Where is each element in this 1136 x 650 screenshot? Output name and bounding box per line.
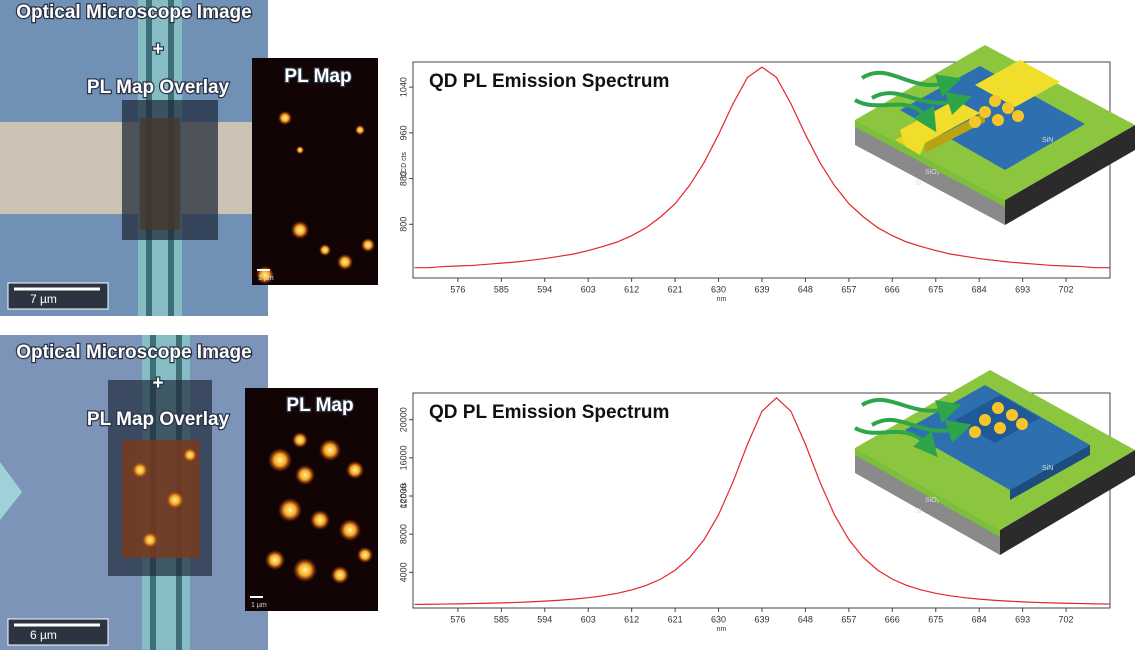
x-tick-label: 684 — [972, 284, 987, 294]
microscope-image: 7 µm Optical Microscope Image + PL Map O… — [0, 0, 268, 316]
plus-sign: + — [152, 373, 163, 394]
x-tick-label: 585 — [494, 614, 509, 624]
pl-scale-bar: 1 µm — [258, 275, 274, 282]
y-tick-label: 20000 — [398, 407, 408, 432]
x-tick-label: 621 — [668, 284, 683, 294]
layer-label: SiO₂ — [925, 169, 940, 176]
x-tick-label: 657 — [841, 284, 856, 294]
x-tick-label: 612 — [624, 614, 639, 624]
y-tick-label: 1040 — [398, 77, 408, 97]
x-tick-label: 639 — [754, 614, 769, 624]
y-axis-label: CCD cts — [401, 482, 408, 509]
device-illustration: SiO₂ Si SiN — [854, 370, 1135, 555]
pl-map: PL Map 1 µm — [252, 58, 378, 285]
y-tick-label: 960 — [398, 125, 408, 140]
row-2: 6 µm Optical Microscope Image + PL Map O… — [0, 335, 378, 650]
microscope-title: Optical Microscope Image — [16, 2, 251, 23]
x-tick-label: 585 — [494, 284, 509, 294]
overlay-subtitle: PL Map Overlay — [87, 409, 230, 430]
y-tick-label: 4000 — [398, 562, 408, 582]
pl-map-title: PL Map — [286, 395, 353, 416]
plus-sign: + — [152, 39, 163, 60]
scale-bar-label: 7 µm — [30, 292, 57, 306]
pl-map-title: PL Map — [284, 66, 351, 87]
microscope-title: Optical Microscope Image — [16, 342, 251, 363]
x-tick-label: 693 — [1015, 614, 1030, 624]
x-tick-label: 603 — [581, 614, 596, 624]
x-tick-label: 666 — [885, 284, 900, 294]
x-tick-label: 603 — [581, 284, 596, 294]
y-tick-label: 16000 — [398, 445, 408, 470]
spectrum-line — [414, 66, 1110, 269]
x-tick-label: 666 — [885, 614, 900, 624]
layer-label: SiO₂ — [925, 497, 940, 504]
x-tick-label: 702 — [1059, 614, 1074, 624]
x-tick-label: 702 — [1059, 284, 1074, 294]
spectrum-line — [414, 396, 1110, 606]
x-axis-label: nm — [717, 296, 727, 303]
x-tick-label: 612 — [624, 284, 639, 294]
x-tick-label: 684 — [972, 614, 987, 624]
layer-label: SiN — [1042, 137, 1053, 144]
layer-label: SiN — [1042, 465, 1053, 472]
x-tick-label: 648 — [798, 614, 813, 624]
x-tick-label: 675 — [928, 614, 943, 624]
y-tick-label: 800 — [398, 217, 408, 232]
x-axis-label: nm — [717, 626, 727, 633]
pl-scale-bar: 1 µm — [251, 602, 267, 609]
row-1: 7 µm Optical Microscope Image + PL Map O… — [0, 0, 378, 316]
x-tick-label: 630 — [711, 614, 726, 624]
x-tick-label: 576 — [450, 614, 465, 624]
x-tick-label: 576 — [450, 284, 465, 294]
pl-map: PL Map 1 µm — [245, 388, 378, 611]
y-tick-label: 8000 — [398, 524, 408, 544]
x-tick-label: 621 — [668, 614, 683, 624]
x-tick-label: 594 — [537, 614, 552, 624]
x-tick-label: 693 — [1015, 284, 1030, 294]
x-tick-label: 648 — [798, 284, 813, 294]
device-illustration: SiO₂ Si SiN — [853, 45, 1135, 225]
x-tick-label: 639 — [754, 284, 769, 294]
microscope-image: 6 µm Optical Microscope Image + PL Map O… — [0, 335, 268, 650]
layer-label: Si — [915, 180, 922, 187]
x-tick-label: 630 — [711, 284, 726, 294]
y-tick-label: 12000 — [398, 484, 408, 509]
x-tick-label: 675 — [928, 284, 943, 294]
chart-title: QD PL Emission Spectrum — [429, 402, 669, 423]
overlay-subtitle: PL Map Overlay — [87, 77, 230, 98]
chart-title: QD PL Emission Spectrum — [429, 71, 669, 92]
y-axis-label: CCD cts — [401, 151, 408, 178]
x-tick-label: 657 — [841, 614, 856, 624]
layer-label: Si — [915, 508, 922, 515]
x-tick-label: 594 — [537, 284, 552, 294]
scale-bar-label: 6 µm — [30, 628, 57, 642]
y-tick-label: 880 — [398, 171, 408, 186]
